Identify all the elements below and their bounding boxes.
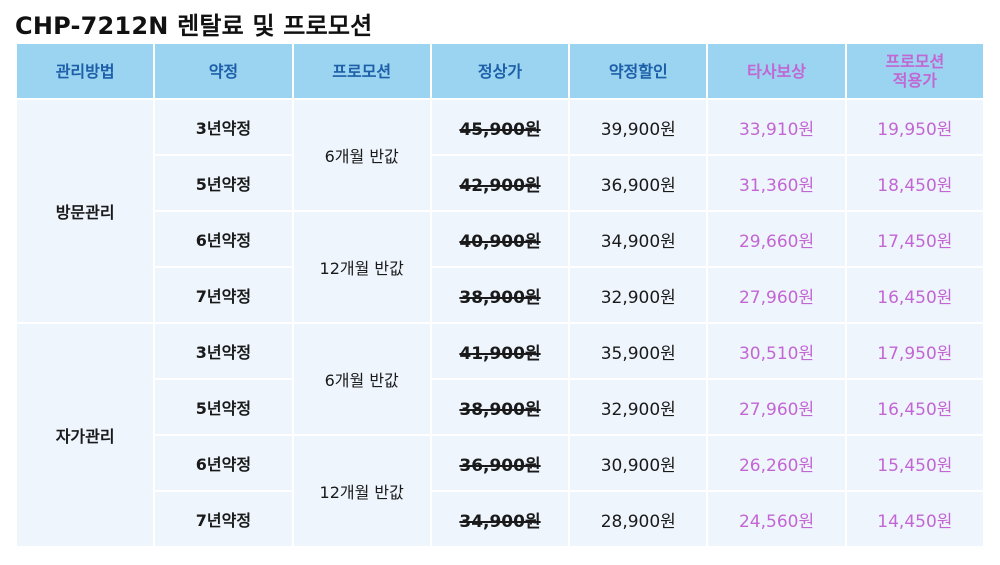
header-regular-price: 정상가 [431, 44, 569, 98]
competitor-price-cell: 29,660원 [708, 212, 845, 266]
discount-price-cell: 36,900원 [570, 156, 707, 210]
header-promo-applied-line1: 프로모션 [885, 52, 945, 71]
table-row: 자가관리 3년약정 6개월 반값 41,900원 35,900원 30,510원… [17, 324, 983, 546]
contract-cell: 6년약정 [155, 212, 292, 266]
table-row: 5년약정 38,900원 32,900원 27,960원 16,450원 [17, 380, 983, 434]
table-row: 방문관리 3년약정 6개월 반값 45,900원 39,900원 33,910원… [17, 100, 983, 322]
contract-cell: 3년약정 [155, 324, 292, 378]
contract-cell: 6년약정 [155, 436, 292, 490]
promo-cell: 12개월 반값 [293, 212, 430, 322]
competitor-price-cell: 33,910원 [708, 100, 845, 154]
header-contract-discount: 약정할인 [570, 44, 707, 98]
header-method: 관리방법 [17, 44, 154, 98]
competitor-price-cell: 24,560원 [708, 492, 845, 546]
competitor-price-cell: 27,960원 [708, 268, 845, 322]
header-promo-applied-line2: 적용가 [892, 71, 937, 90]
header-competitor-compensation: 타사보상 [708, 44, 845, 98]
table-header-row: 관리방법 약정 프로모션 정상가 약정할인 타사보상 프로모션 적용가 [17, 44, 983, 98]
discount-price-cell: 39,900원 [570, 100, 707, 154]
regular-price-cell: 40,900원 [431, 212, 569, 266]
table-row: 7년약정 34,900원 28,900원 24,560원 14,450원 [17, 492, 983, 546]
promo-cell: 6개월 반값 [293, 324, 430, 434]
regular-price-cell: 41,900원 [431, 324, 569, 378]
discount-price-cell: 34,900원 [570, 212, 707, 266]
promo-price-cell: 17,950원 [846, 324, 983, 378]
competitor-price-cell: 30,510원 [708, 324, 845, 378]
regular-price-cell: 34,900원 [431, 492, 569, 546]
group-method-self: 자가관리 [17, 324, 154, 546]
competitor-price-cell: 27,960원 [708, 380, 845, 434]
promo-price-cell: 14,450원 [846, 492, 983, 546]
promo-price-cell: 18,450원 [846, 156, 983, 210]
rental-price-table: 관리방법 약정 프로모션 정상가 약정할인 타사보상 프로모션 적용가 방문관리… [15, 42, 985, 548]
header-contract: 약정 [155, 44, 292, 98]
group-method-visit: 방문관리 [17, 100, 154, 322]
header-promo-applied-price: 프로모션 적용가 [846, 44, 983, 98]
promo-price-cell: 15,450원 [846, 436, 983, 490]
promo-price-cell: 16,450원 [846, 268, 983, 322]
table-row: 6년약정 12개월 반값 40,900원 34,900원 29,660원 17,… [17, 212, 983, 322]
regular-price-cell: 45,900원 [431, 100, 569, 154]
regular-price-cell: 36,900원 [431, 436, 569, 490]
header-promotion: 프로모션 [293, 44, 430, 98]
promo-cell: 6개월 반값 [293, 100, 430, 210]
discount-price-cell: 35,900원 [570, 324, 707, 378]
promo-cell: 12개월 반값 [293, 436, 430, 546]
promo-price-cell: 19,950원 [846, 100, 983, 154]
regular-price-cell: 42,900원 [431, 156, 569, 210]
discount-price-cell: 28,900원 [570, 492, 707, 546]
regular-price-cell: 38,900원 [431, 380, 569, 434]
discount-price-cell: 32,900원 [570, 380, 707, 434]
regular-price-cell: 38,900원 [431, 268, 569, 322]
discount-price-cell: 32,900원 [570, 268, 707, 322]
table-row: 7년약정 38,900원 32,900원 27,960원 16,450원 [17, 268, 983, 322]
contract-cell: 3년약정 [155, 100, 292, 154]
page-title: CHP-7212N 렌탈료 및 프로모션 [15, 12, 373, 40]
competitor-price-cell: 26,260원 [708, 436, 845, 490]
promo-price-cell: 17,450원 [846, 212, 983, 266]
discount-price-cell: 30,900원 [570, 436, 707, 490]
contract-cell: 7년약정 [155, 492, 292, 546]
contract-cell: 7년약정 [155, 268, 292, 322]
contract-cell: 5년약정 [155, 156, 292, 210]
competitor-price-cell: 31,360원 [708, 156, 845, 210]
contract-cell: 5년약정 [155, 380, 292, 434]
table-row: 6년약정 12개월 반값 36,900원 30,900원 26,260원 15,… [17, 436, 983, 546]
table-row: 5년약정 42,900원 36,900원 31,360원 18,450원 [17, 156, 983, 210]
promo-price-cell: 16,450원 [846, 380, 983, 434]
